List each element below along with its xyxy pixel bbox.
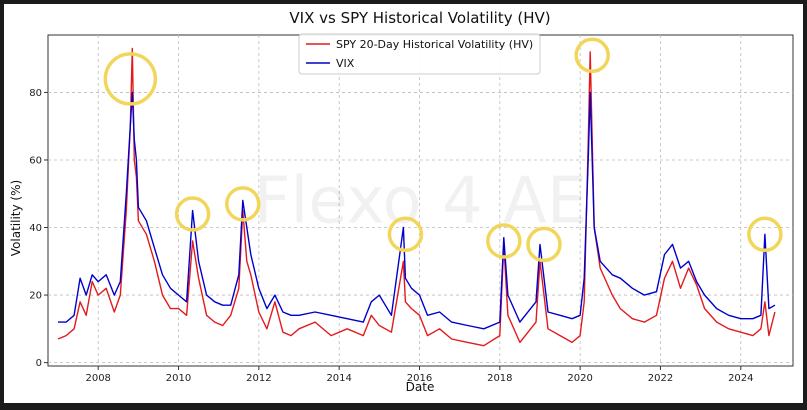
y-tick-label: 0 xyxy=(36,358,42,369)
highlight-circle xyxy=(526,226,562,263)
highlight-circles xyxy=(103,37,783,263)
chart-frame: VIX vs SPY Historical Volatility (HV) Fl… xyxy=(4,4,803,403)
x-tick-label: 2012 xyxy=(246,373,271,384)
x-axis-ticks: 2008 2010 2012 2014 2016 2018 2020 2022 2024 xyxy=(85,366,754,384)
x-axis-label: Date xyxy=(406,380,435,394)
highlight-circle xyxy=(747,216,783,253)
vix-line xyxy=(58,91,776,330)
legend-label-vix: VIX xyxy=(336,57,355,70)
legend-label-hv: SPY 20-Day Historical Volatility (HV) xyxy=(336,38,533,51)
highlight-circle xyxy=(486,223,522,259)
y-tick-label: 40 xyxy=(29,223,42,234)
x-tick-label: 2010 xyxy=(166,373,191,384)
y-axis-label: Volatility (%) xyxy=(9,180,23,256)
y-tick-label: 20 xyxy=(29,291,42,302)
x-tick-label: 2008 xyxy=(85,373,110,384)
x-tick-label: 2016 xyxy=(407,373,432,384)
y-tick-label: 60 xyxy=(29,155,42,166)
x-tick-label: 2018 xyxy=(487,373,512,384)
y-axis-ticks: 0 20 40 60 80 xyxy=(29,88,48,369)
chart: VIX vs SPY Historical Volatility (HV) Fl… xyxy=(9,9,794,394)
legend: SPY 20-Day Historical Volatility (HV) VI… xyxy=(298,33,541,75)
x-tick-label: 2022 xyxy=(648,373,673,384)
highlight-circle xyxy=(103,52,158,106)
x-tick-label: 2024 xyxy=(728,373,753,384)
series-layer xyxy=(57,47,776,347)
highlight-circle xyxy=(174,196,211,232)
chart-title: VIX vs SPY Historical Volatility (HV) xyxy=(289,9,550,27)
x-tick-label: 2020 xyxy=(567,373,592,384)
y-tick-label: 80 xyxy=(29,88,42,99)
plot-area xyxy=(47,34,794,367)
highlight-circle xyxy=(574,37,610,74)
legend-box xyxy=(298,33,541,75)
highlight-circle xyxy=(387,216,424,253)
x-tick-label: 2014 xyxy=(326,373,351,384)
highlight-circle xyxy=(225,186,261,222)
